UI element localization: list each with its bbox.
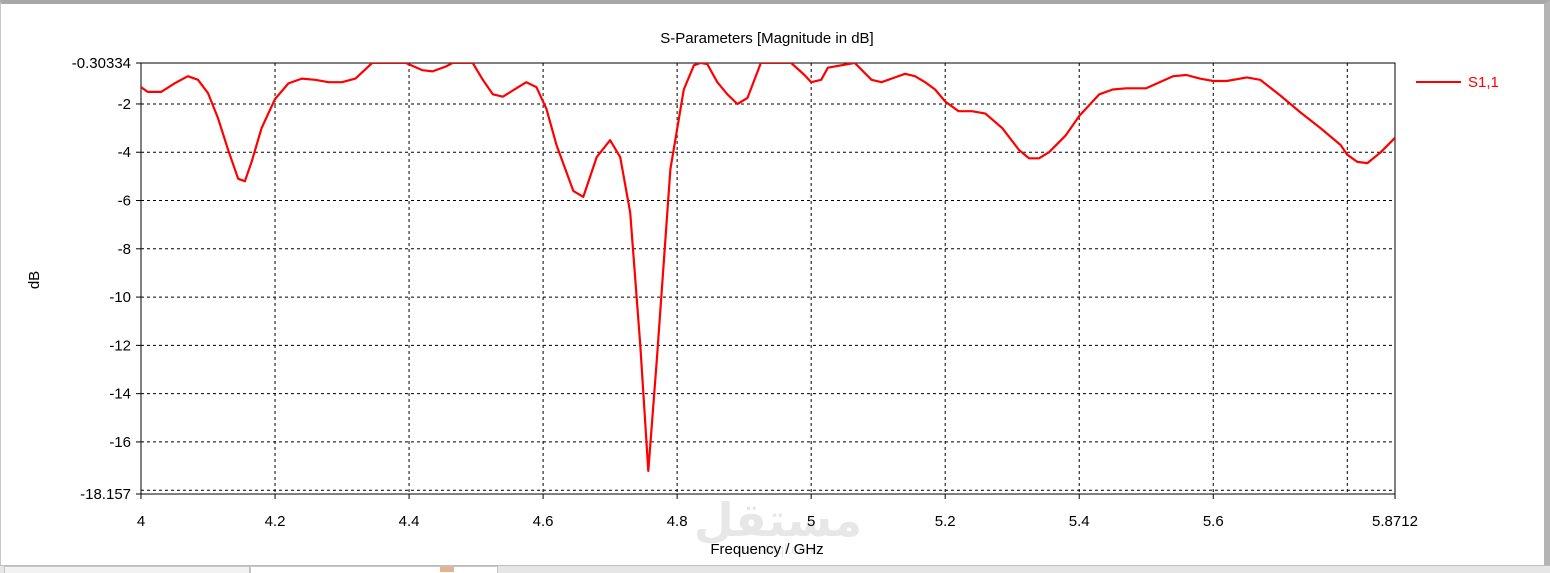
x-tick-label: 4.2: [265, 513, 286, 530]
x-tick-label: 5.4: [1069, 513, 1090, 530]
watermark-subtext: mostaql.com: [738, 541, 817, 557]
y-tick-label: -16: [109, 434, 131, 451]
tab-icon: [440, 567, 454, 572]
x-tick-label: 4: [137, 513, 145, 530]
y-tick-label: -10: [109, 289, 131, 306]
series-line-s11: [141, 63, 1395, 472]
tick-labels: 4 4.2 4.4 4.6 4.8 5 5.2 5.4 5.6 5.8712 -0.30334 -2 -…: [72, 55, 1418, 530]
x-tick-label: 5.2: [935, 513, 956, 530]
y-tick-label: -12: [109, 337, 131, 354]
plot-area: [140, 62, 1396, 495]
y-tick-label: -6: [118, 193, 131, 210]
bottom-tab-bar: [0, 565, 1550, 573]
x-tick-label: 4.8: [667, 513, 688, 530]
grid-lines: [141, 63, 1395, 494]
x-tick-label: 4.6: [533, 513, 554, 530]
legend-label: S1,1: [1468, 74, 1499, 91]
x-tick-label: 5.8712: [1372, 513, 1418, 530]
series-layer: [141, 63, 1395, 472]
y-axis-label: dB: [26, 271, 43, 289]
x-tick-label: 4.4: [399, 513, 420, 530]
y-tick-label: -2: [118, 96, 131, 113]
y-tick-label: -18.157: [80, 486, 131, 503]
x-tick-label: 5.6: [1203, 513, 1224, 530]
watermark-text: مستقل: [694, 494, 862, 546]
legend[interactable]: S1,1: [1416, 74, 1499, 91]
y-tick-label: -14: [109, 386, 131, 403]
y-tick-label: -0.30334: [72, 55, 131, 72]
y-tick-label: -8: [118, 241, 131, 258]
x-axis-label: Frequency / GHz: [710, 541, 823, 558]
axis-ticks: [136, 62, 1396, 499]
chart-title: S-Parameters [Magnitude in dB]: [660, 30, 873, 47]
y-tick-label: -4: [118, 144, 131, 161]
watermark-logo: مستقل mostaql.com: [694, 494, 862, 557]
tab-stub-active[interactable]: [250, 566, 498, 573]
tab-stub[interactable]: [4, 566, 250, 573]
x-tick-label: 5: [807, 513, 815, 530]
